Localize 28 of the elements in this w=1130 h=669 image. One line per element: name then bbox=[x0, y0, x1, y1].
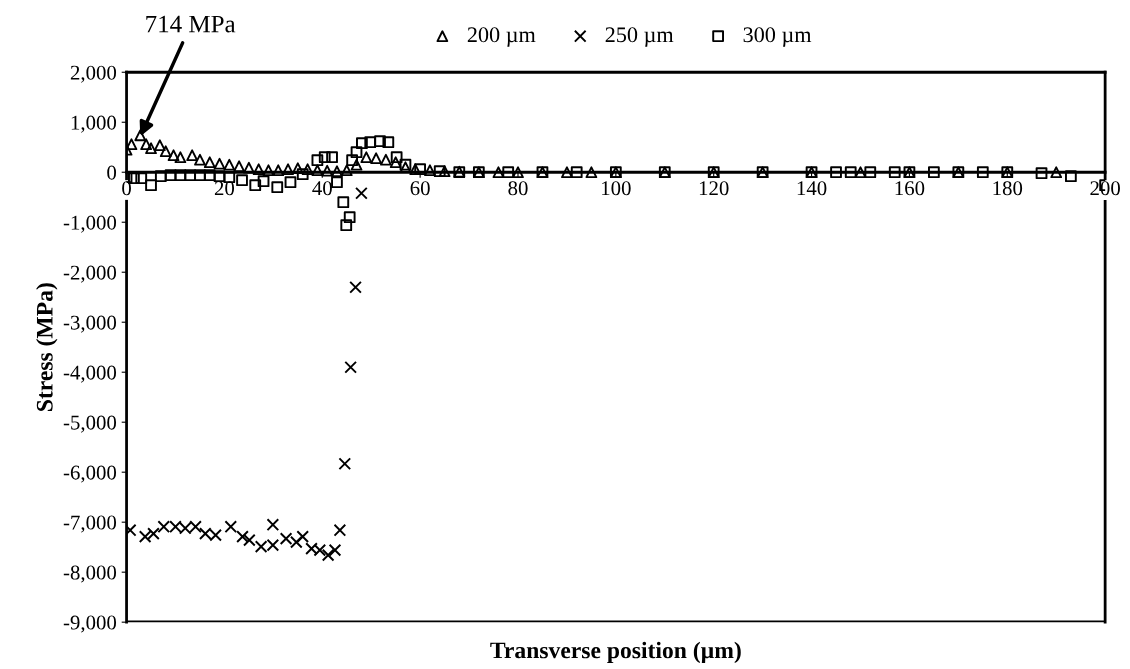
x-tick-label: 40 bbox=[312, 181, 332, 196]
x-tick-label: 200 bbox=[1090, 181, 1120, 196]
legend-label: 300 µm bbox=[743, 27, 812, 47]
annotation: 714 MPa bbox=[146, 15, 236, 33]
x-tick-label: 180 bbox=[993, 181, 1023, 196]
y-tick-label: -3,000 bbox=[63, 315, 117, 333]
y-tick-label: -9,000 bbox=[63, 615, 117, 633]
y-tick-label: 0 bbox=[107, 165, 117, 180]
legend-label: 200 µm bbox=[467, 27, 536, 47]
legend-label: 250 µm bbox=[605, 27, 674, 47]
x-tick-label: 100 bbox=[602, 181, 631, 196]
y-tick-label: -6,000 bbox=[63, 465, 117, 483]
x-tick-label: 140 bbox=[797, 181, 827, 196]
y-tick-label: 1,000 bbox=[71, 115, 117, 133]
x-tick-label: 0 bbox=[122, 181, 131, 196]
x-tick-label: 160 bbox=[895, 181, 925, 196]
y-tick-label: 2,000 bbox=[70, 65, 117, 83]
y-tick-label: -2,000 bbox=[63, 265, 117, 283]
y-tick-label: -8,000 bbox=[63, 565, 117, 583]
y-tick-label: -7,000 bbox=[63, 515, 117, 533]
y-tick-label: -5,000 bbox=[63, 415, 117, 433]
y-tick-label: -4,000 bbox=[63, 365, 117, 383]
x-tick-label: 120 bbox=[699, 181, 729, 196]
y-tick-label: -1,000 bbox=[63, 215, 117, 233]
x-tick-label: 60 bbox=[410, 181, 430, 196]
y-axis-title: Stress (MPa) bbox=[36, 283, 58, 411]
x-tick-label: 80 bbox=[508, 181, 528, 196]
x-axis-title: Transverse position (µm) bbox=[490, 641, 741, 664]
